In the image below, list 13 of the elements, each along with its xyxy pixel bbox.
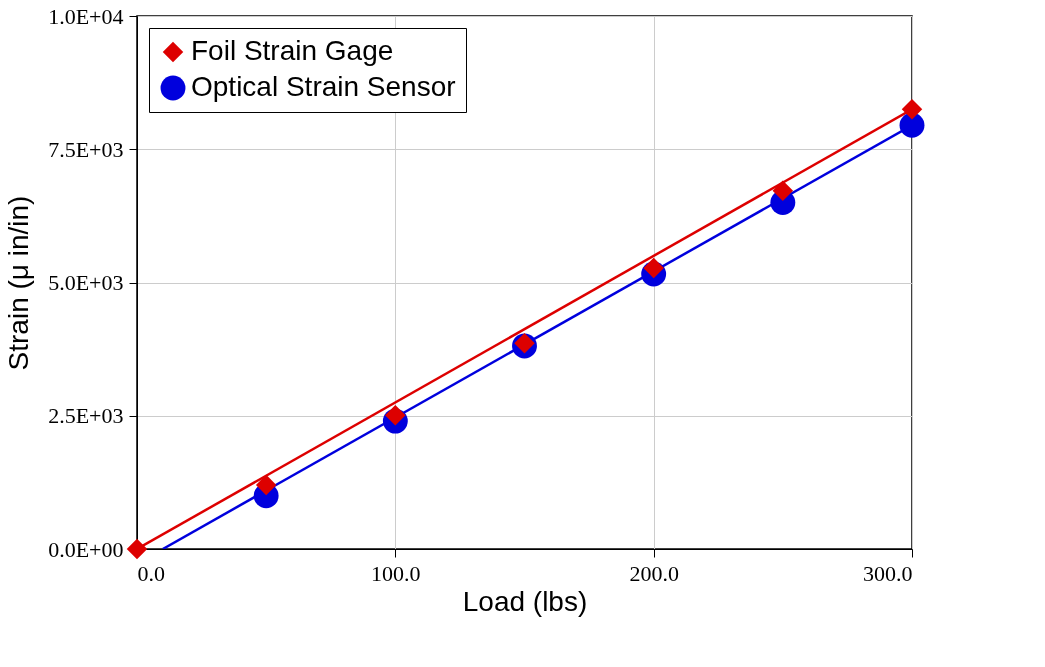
x-tick-label: 100.0 [371, 560, 421, 586]
y-tick-label: 5.0E+03 [48, 270, 124, 295]
legend-label: Foil Strain Gage [191, 35, 394, 66]
y-tick-label: 0.0E+00 [48, 536, 124, 562]
legend-label: Optical Strain Sensor [191, 71, 456, 102]
y-tick-label: 2.5E+03 [48, 403, 124, 429]
y-tick-label: 1.0E+04 [48, 3, 124, 29]
y-axis-title: Strain (μ in/in) [3, 195, 35, 371]
y-tick-label: 7.5E+03 [48, 136, 124, 162]
x-tick-label: 200.0 [629, 560, 679, 586]
x-axis-title: Load (lbs) [462, 585, 588, 617]
x-tick-label: 0.0 [137, 560, 165, 586]
x-tick-label: 300.0 [863, 560, 913, 586]
